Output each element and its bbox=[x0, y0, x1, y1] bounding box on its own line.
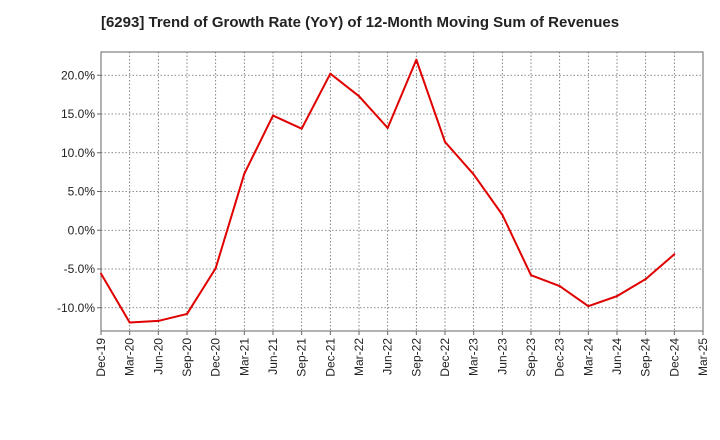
data-point bbox=[300, 127, 303, 130]
data-point bbox=[616, 295, 618, 298]
y-tick-label: 10.0% bbox=[61, 146, 95, 160]
x-tick-label: Jun-22 bbox=[381, 338, 395, 375]
x-tick-label: Mar-23 bbox=[467, 338, 481, 376]
y-tick-label: -5.0% bbox=[64, 262, 96, 276]
x-tick-label: Dec-23 bbox=[553, 338, 567, 377]
grid-lines bbox=[101, 52, 703, 331]
data-point bbox=[272, 114, 274, 117]
y-tick-label: 5.0% bbox=[68, 185, 96, 199]
data-point bbox=[214, 267, 217, 270]
data-point bbox=[501, 213, 504, 216]
y-tick-label: 20.0% bbox=[61, 68, 95, 82]
series-lines bbox=[100, 58, 676, 324]
x-tick-label: Mar-21 bbox=[237, 338, 251, 376]
data-point bbox=[128, 321, 131, 324]
chart-title: [6293] Trend of Growth Rate (YoY) of 12-… bbox=[100, 14, 620, 31]
data-point bbox=[157, 319, 160, 322]
x-tick-label: Jun-20 bbox=[151, 338, 165, 375]
data-point bbox=[587, 305, 590, 308]
data-point bbox=[673, 253, 676, 256]
y-tick-label: 15.0% bbox=[61, 107, 95, 121]
x-tick-label: Dec-19 bbox=[94, 338, 108, 377]
data-point bbox=[558, 285, 561, 288]
x-tick-label: Dec-22 bbox=[438, 338, 452, 377]
x-tick-label: Sep-23 bbox=[524, 338, 538, 377]
x-tick-label: Mar-22 bbox=[352, 338, 366, 376]
x-tick-label: Jun-24 bbox=[610, 338, 624, 375]
x-tick-label: Dec-24 bbox=[667, 338, 681, 377]
x-tick-label: Mar-25 bbox=[696, 338, 710, 376]
x-tick-label: Mar-24 bbox=[581, 338, 595, 376]
data-point bbox=[100, 272, 102, 275]
data-point bbox=[386, 126, 389, 129]
x-tick-label: Jun-21 bbox=[266, 338, 280, 375]
x-tick-label: Sep-21 bbox=[295, 338, 309, 377]
data-point bbox=[415, 58, 418, 61]
x-tick-label: Mar-20 bbox=[123, 338, 137, 376]
data-point bbox=[472, 173, 475, 176]
y-tick-label: -10.0% bbox=[57, 301, 95, 315]
data-point bbox=[243, 172, 246, 175]
data-point bbox=[329, 72, 332, 75]
data-point bbox=[358, 95, 360, 98]
data-point bbox=[644, 278, 647, 281]
y-tick-label: 0.0% bbox=[68, 223, 96, 237]
x-tick-label: Sep-20 bbox=[180, 338, 194, 377]
y-axis-ticks: 20.0% 15.0% 10.0% 5.0% 0.0% -5.0% -10.0% bbox=[57, 68, 101, 315]
x-tick-label: Dec-20 bbox=[209, 338, 223, 377]
data-point bbox=[444, 140, 446, 143]
x-tick-label: Sep-24 bbox=[639, 338, 653, 377]
x-tick-label: Sep-22 bbox=[409, 338, 423, 377]
data-point bbox=[530, 274, 532, 277]
x-tick-label: Jun-23 bbox=[495, 338, 509, 375]
x-axis-ticks: Dec-19 Mar-20 Jun-20 Sep-20 Dec-20 Mar-21 Jun-… bbox=[94, 331, 710, 377]
x-tick-label: Dec-21 bbox=[323, 338, 337, 377]
data-point bbox=[186, 312, 188, 315]
